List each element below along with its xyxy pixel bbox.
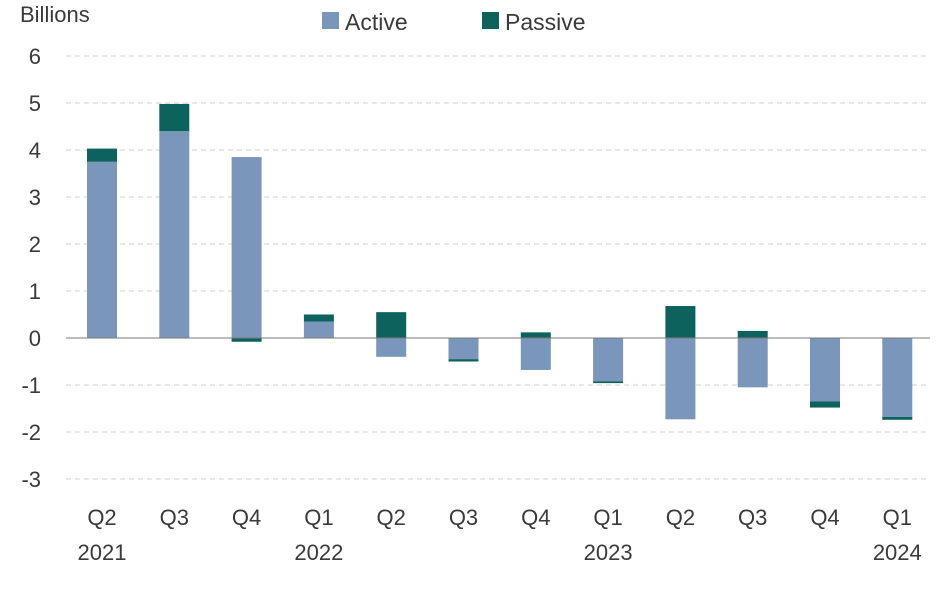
- bar-passive: [231, 338, 262, 342]
- x-year-label: 2024: [873, 540, 922, 565]
- x-tick-label: Q3: [160, 505, 189, 530]
- bar-active: [303, 321, 334, 338]
- bar-passive: [882, 416, 913, 420]
- x-year-label: 2021: [78, 540, 127, 565]
- x-tick-label: Q3: [449, 505, 478, 530]
- x-tick-label: Q1: [883, 505, 912, 530]
- bar-active: [448, 338, 479, 360]
- y-tick-label: 3: [29, 185, 41, 210]
- bar-active: [87, 161, 117, 338]
- bar-active: [665, 338, 696, 420]
- x-tick-label: Q2: [87, 505, 116, 530]
- x-year-label: 2023: [584, 540, 633, 565]
- x-tick-label: Q3: [738, 505, 767, 530]
- x-tick-label: Q1: [304, 505, 333, 530]
- x-axis-ticks: Q2 2021 Q3 Q4 Q1 2022 Q2 Q3 Q4 Q1 2023 Q2 Q3 Q4 Q1 2024: [78, 505, 922, 565]
- bar-passive: [159, 103, 190, 132]
- bar-passive: [737, 330, 768, 338]
- legend-swatch-passive: [482, 12, 499, 29]
- bar-active: [376, 338, 407, 357]
- bar-active: [593, 338, 624, 382]
- bar-active: [520, 338, 551, 370]
- y-tick-label: 0: [29, 326, 41, 351]
- legend-label-active: Active: [345, 9, 408, 35]
- bar-passive: [87, 148, 117, 162]
- x-tick-label: Q4: [521, 505, 550, 530]
- y-tick-label: 6: [29, 44, 41, 69]
- legend-label-passive: Passive: [505, 9, 586, 35]
- x-year-label: 2022: [294, 540, 343, 565]
- bar-passive: [810, 401, 840, 408]
- y-axis-ticks: 6 5 4 3 2 1 0 -1 -2 -3: [21, 44, 41, 492]
- bar-passive: [593, 381, 624, 384]
- y-tick-label: 4: [29, 138, 41, 163]
- bar-passive: [665, 306, 696, 338]
- bar-passive: [520, 332, 551, 338]
- bar-active: [882, 338, 913, 417]
- x-tick-label: Q4: [810, 505, 839, 530]
- x-tick-label: Q2: [666, 505, 695, 530]
- y-tick-label: -3: [21, 467, 41, 492]
- bar-active: [737, 338, 768, 388]
- bar-active: [231, 157, 262, 338]
- legend-item-passive: Passive: [482, 9, 586, 35]
- y-tick-label: -2: [21, 420, 41, 445]
- x-tick-label: Q2: [377, 505, 406, 530]
- legend-item-active: Active: [322, 9, 408, 35]
- bar-active: [810, 338, 840, 402]
- x-tick-label: Q1: [593, 505, 622, 530]
- bar-passive: [376, 312, 407, 338]
- bar-passive: [448, 359, 479, 362]
- x-tick-label: Q4: [232, 505, 261, 530]
- y-tick-label: -1: [21, 373, 41, 398]
- legend: Active Passive: [322, 9, 586, 35]
- bar-passive: [303, 314, 334, 322]
- y-tick-label: 1: [29, 279, 41, 304]
- y-tick-label: 5: [29, 91, 41, 116]
- y-tick-label: 2: [29, 232, 41, 257]
- unit-label: Billions: [20, 2, 90, 27]
- legend-swatch-active: [322, 12, 339, 29]
- bars: [87, 103, 913, 420]
- gridlines: [66, 55, 930, 480]
- bar-active: [159, 131, 190, 338]
